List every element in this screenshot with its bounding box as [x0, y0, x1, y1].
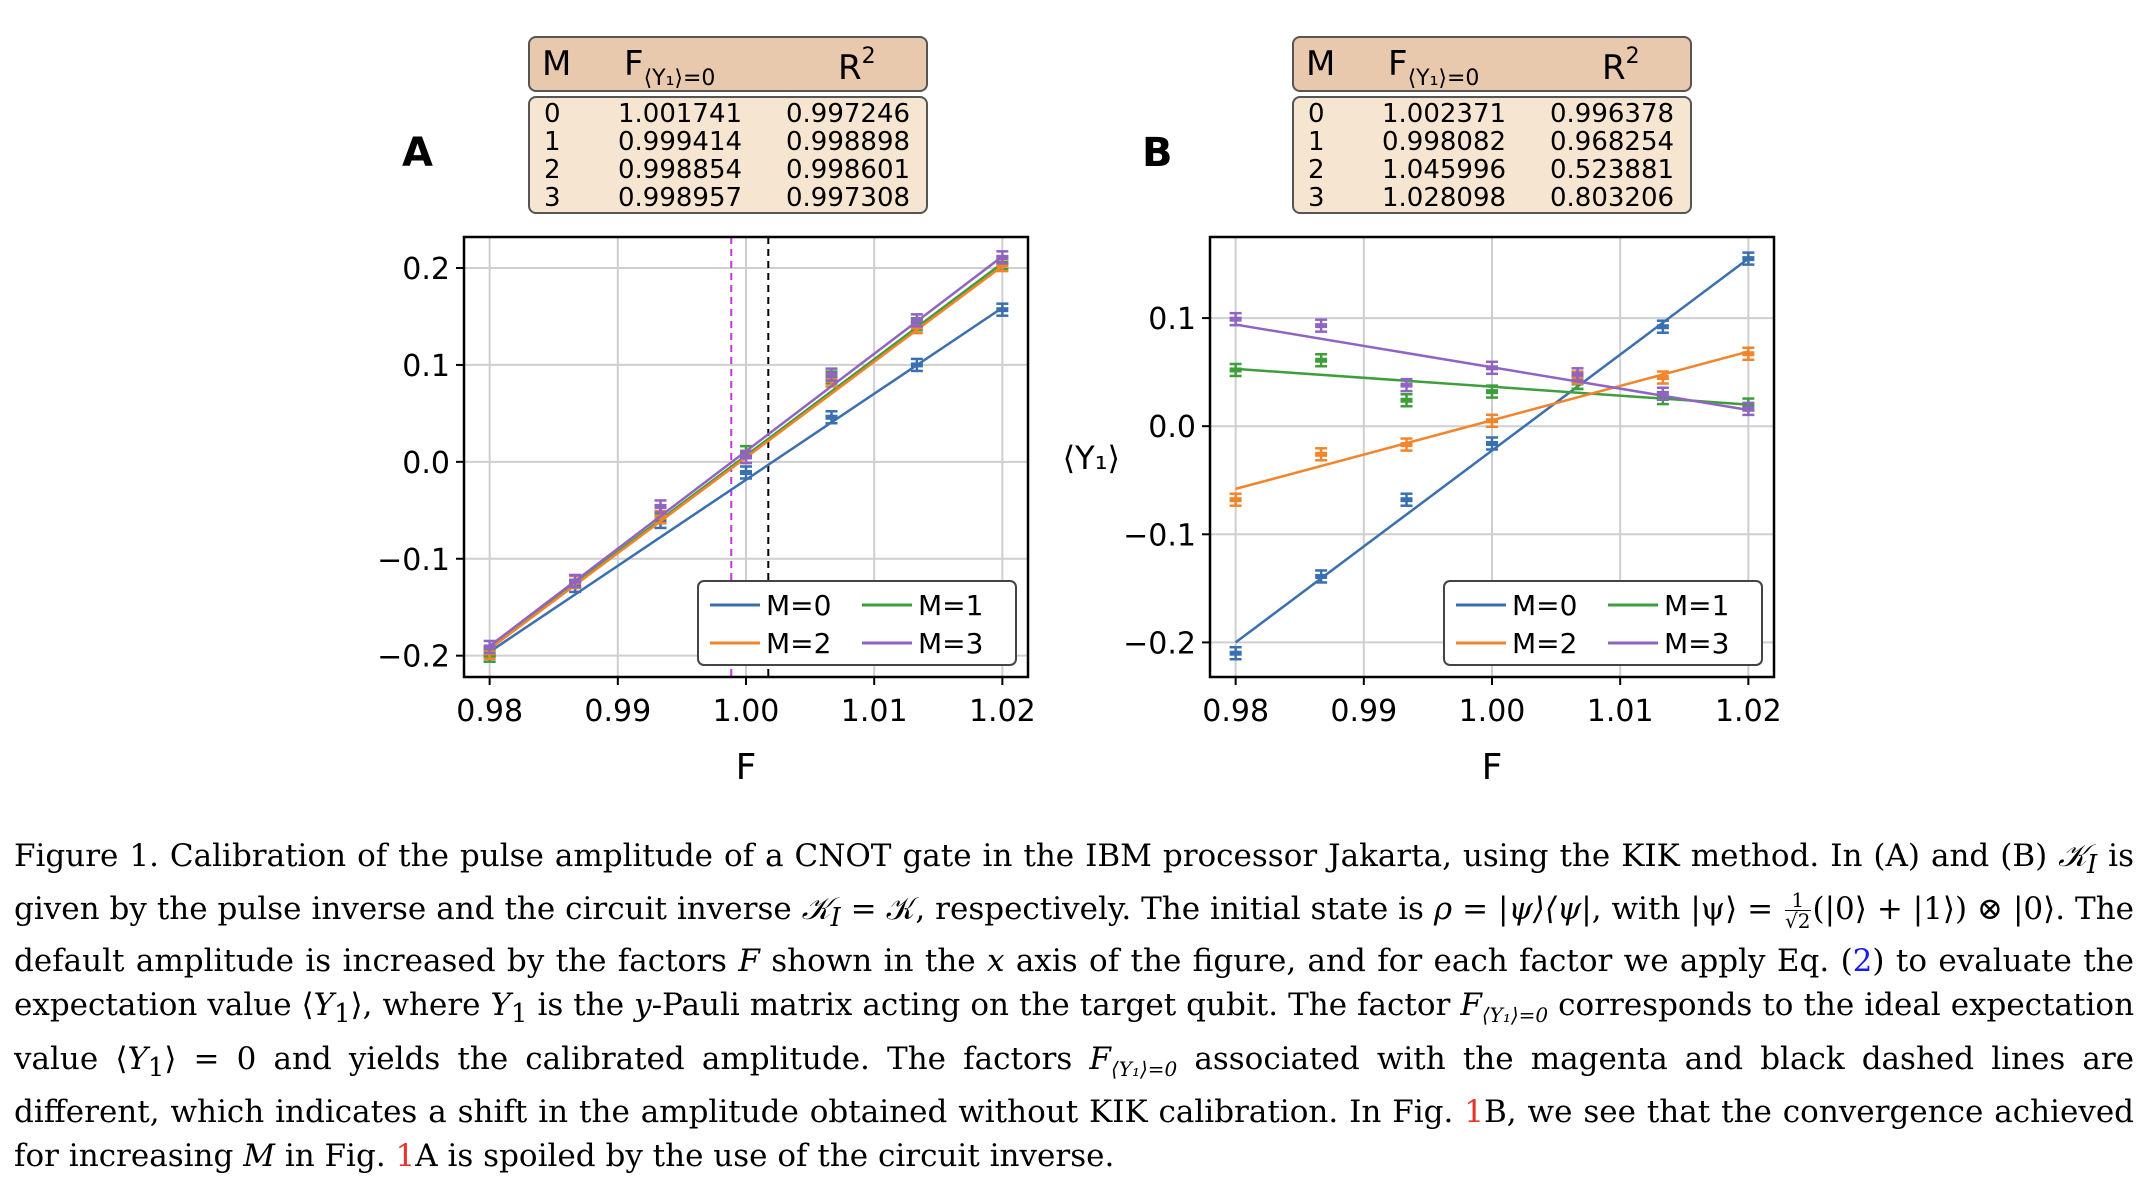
data-point [1315, 451, 1328, 457]
legend-label: M=1 [918, 589, 983, 622]
y-tick-label: −0.1 [377, 543, 450, 578]
col-header-f: F⟨Y₁⟩=0 [624, 44, 716, 91]
fit-table-header: M F⟨Y₁⟩=0 R2 [528, 36, 928, 92]
legend-label: M=3 [1664, 627, 1729, 660]
data-point [1229, 367, 1242, 373]
data-point [1571, 371, 1584, 377]
x-tick-label: 0.99 [584, 694, 651, 729]
data-point [654, 503, 667, 509]
data-point [1400, 382, 1413, 388]
y-tick-label: 0.0 [1148, 410, 1196, 445]
x-axis-label: F [736, 747, 757, 788]
caption-figure-label: Figure 1. [14, 838, 159, 874]
data-point [1229, 497, 1242, 503]
data-point [1486, 389, 1498, 395]
fit-table-body: 0 1.002371 0.996378 1 0.998082 0.968254 2 1.0… [1292, 96, 1692, 214]
data-point [740, 470, 752, 476]
equation-link[interactable]: 2 [1852, 943, 1873, 980]
table-row: 0 1.001741 0.997246 [544, 99, 911, 129]
data-point [1656, 391, 1669, 397]
data-point [1315, 573, 1328, 579]
x-tick-label: 1.01 [1587, 694, 1654, 729]
legend-label: M=3 [918, 627, 983, 660]
data-point [996, 307, 1009, 313]
y-tick-label: −0.1 [1123, 518, 1196, 553]
data-point [910, 317, 923, 323]
data-point [1486, 440, 1498, 446]
data-point [740, 454, 752, 460]
data-point [1486, 365, 1498, 371]
panel-label-a: A [402, 130, 433, 176]
y-tick-label: 0.1 [1148, 302, 1196, 337]
fit-table-body: 0 1.001741 0.997246 1 0.999414 0.998898 2 0.9… [528, 96, 928, 214]
legend-label: M=1 [1664, 589, 1729, 622]
legend-label: M=2 [1512, 627, 1577, 660]
legend-label: M=0 [766, 589, 831, 622]
data-point [569, 578, 582, 584]
x-tick-label: 1.00 [1459, 694, 1526, 729]
figure-link[interactable]: 1 [1464, 1094, 1485, 1131]
chart-a: 0.98 0.99 1.00 1.01 1.02 −0.2 −0.1 0.0 0.1 0.2 F M=… [377, 235, 1036, 788]
table-row: 3 0.998957 0.997308 [544, 183, 911, 213]
x-tick-label: 1.01 [841, 694, 908, 729]
y-tick-label: 0.0 [402, 446, 450, 481]
x-tick-label: 0.98 [456, 694, 523, 729]
data-point [1742, 351, 1755, 357]
y-tick-label: 0.2 [402, 252, 450, 287]
data-point [1229, 316, 1242, 322]
data-point [1486, 418, 1498, 424]
data-point [1315, 357, 1328, 363]
data-point [1400, 442, 1413, 448]
y-tick-label: −0.2 [377, 640, 450, 675]
table-row: 2 0.998854 0.998601 [544, 155, 911, 185]
table-row: 2 1.045996 0.523881 [1308, 155, 1675, 185]
y-axis-label: ⟨Y₁⟩ [1063, 439, 1120, 477]
x-axis-label: F [1482, 747, 1503, 788]
fit-table-header: M F⟨Y₁⟩=0 R2 [1292, 36, 1692, 92]
x-tick-label: 1.00 [713, 694, 780, 729]
chart-b: 0.98 0.99 1.00 1.01 1.02 −0.2 −0.1 0.0 0.1 F ⟨Y₁⟩ M… [1063, 235, 1782, 788]
x-tick-label: 1.02 [969, 694, 1036, 729]
data-point [1742, 406, 1755, 412]
legend-box [697, 580, 1017, 666]
data-point [996, 254, 1009, 260]
data-point [1656, 324, 1669, 330]
data-point [1656, 375, 1669, 381]
data-point [825, 372, 838, 378]
data-point [1315, 323, 1328, 329]
legend-label: M=2 [766, 627, 831, 660]
figure-link[interactable]: 1 [395, 1137, 416, 1174]
x-tick-label: 0.98 [1202, 694, 1269, 729]
table-row: 0 1.002371 0.996378 [1308, 99, 1675, 129]
fit-table-b: M F⟨Y₁⟩=0 R2 0 1.002371 0.996378 1 0.998082… [1292, 36, 1692, 216]
table-row: 3 1.028098 0.803206 [1308, 183, 1675, 213]
data-point [825, 414, 838, 420]
legend-box [1443, 580, 1763, 666]
data-point [1400, 397, 1413, 403]
col-header-m: M [542, 44, 572, 84]
data-point [1742, 256, 1755, 262]
table-row: 1 0.998082 0.968254 [1308, 127, 1675, 157]
x-tick-label: 0.99 [1330, 694, 1397, 729]
data-point [910, 362, 923, 368]
table-row: 1 0.999414 0.998898 [544, 127, 911, 157]
legend-label: M=0 [1512, 589, 1577, 622]
x-tick-label: 1.02 [1715, 694, 1782, 729]
y-tick-label: 0.1 [402, 349, 450, 384]
data-point [996, 262, 1009, 268]
panel-label-b: B [1142, 130, 1173, 176]
data-point [1400, 497, 1413, 503]
col-header-r2: R2 [838, 44, 876, 88]
y-tick-label: −0.2 [1123, 626, 1196, 661]
col-header-r2: R2 [1602, 44, 1640, 88]
data-point [1229, 650, 1242, 656]
col-header-m: M [1306, 44, 1336, 84]
fit-table-a: M F⟨Y₁⟩=0 R2 0 1.001741 0.997246 1 0.999414… [528, 36, 928, 216]
data-point [483, 644, 496, 650]
figure-caption: Figure 1. Calibration of the pulse ampli… [14, 838, 2135, 1174]
col-header-f: F⟨Y₁⟩=0 [1388, 44, 1480, 91]
